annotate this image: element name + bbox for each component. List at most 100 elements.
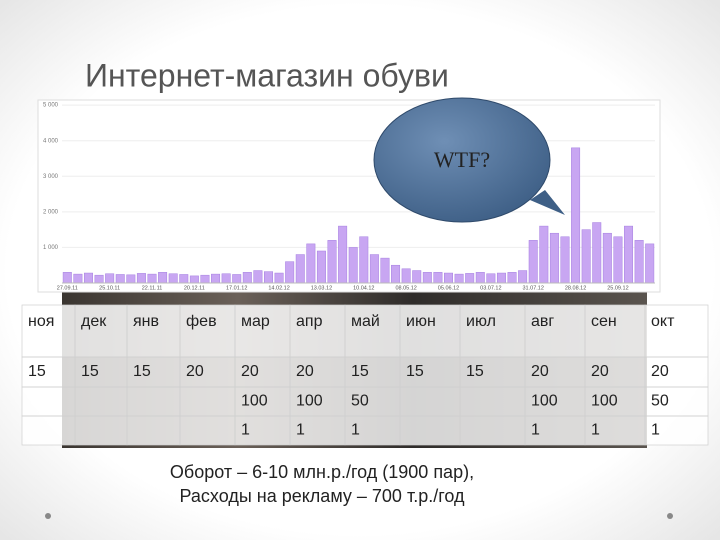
bar xyxy=(645,243,655,284)
table-body-bg xyxy=(22,357,708,445)
bar xyxy=(62,272,72,284)
callout-text: WTF? xyxy=(434,147,490,172)
slide-title: Интернет-магазин обуви xyxy=(85,57,449,93)
bar xyxy=(94,274,104,284)
bar xyxy=(338,225,348,284)
x-tick-label: 17.01.12 xyxy=(226,285,247,291)
bar xyxy=(634,240,644,284)
x-tick-label: 08.05.12 xyxy=(395,285,416,291)
bar xyxy=(221,273,231,284)
table-cell-text: 1 xyxy=(351,422,360,439)
bar xyxy=(571,147,581,284)
bar xyxy=(126,274,136,284)
bar xyxy=(306,243,316,284)
x-tick-label: 13.03.12 xyxy=(311,285,332,291)
bar xyxy=(348,247,358,284)
column-header: авг xyxy=(531,313,554,330)
table-cell-text: 100 xyxy=(531,393,558,410)
bar xyxy=(539,225,549,284)
table-header-bg xyxy=(22,305,708,357)
x-tick-label: 05.06.12 xyxy=(438,285,459,291)
chart: 1 000 2 000 3 000 4 000 5 000 27.09.11 25.10.1… xyxy=(43,103,655,291)
x-tick-label: 27.09.11 xyxy=(57,285,78,291)
bar xyxy=(624,225,634,284)
bar xyxy=(211,273,221,284)
bar xyxy=(465,273,475,284)
column-header: фев xyxy=(186,313,217,330)
x-tick-label: 31.07.12 xyxy=(523,285,544,291)
bar xyxy=(73,273,83,284)
x-tick-label: 22.11.11 xyxy=(142,285,163,291)
table-cell-text: 15 xyxy=(28,363,46,380)
bar xyxy=(401,268,411,284)
table-cell xyxy=(644,415,709,446)
bar xyxy=(295,254,305,284)
bar xyxy=(560,236,570,284)
bar xyxy=(549,232,559,284)
bar xyxy=(168,273,178,284)
bar xyxy=(147,273,157,284)
table-cell-text: 1 xyxy=(651,422,660,439)
table-cell-text: 50 xyxy=(351,393,369,410)
y-tick-label: 5 000 xyxy=(43,103,59,109)
bar xyxy=(115,274,125,284)
x-tick-label: 25.09.12 xyxy=(607,285,628,291)
bar xyxy=(507,272,517,284)
x-tick-label: 25.10.11 xyxy=(99,285,120,291)
footer-line: Расходы на рекламу – 700 т.р./год xyxy=(179,486,465,506)
column-header: июл xyxy=(466,313,496,330)
bar xyxy=(83,272,93,284)
bar xyxy=(369,254,379,284)
bar xyxy=(454,273,464,284)
y-tick-label: 1 000 xyxy=(43,245,59,251)
table-cell-text: 100 xyxy=(241,393,268,410)
bar xyxy=(422,272,432,284)
table-cell-text: 15 xyxy=(81,363,99,380)
x-tick-label: 10.04.12 xyxy=(353,285,374,291)
x-tick-label: 14.02.12 xyxy=(268,285,289,291)
bar xyxy=(380,257,390,284)
bar xyxy=(412,270,422,284)
column-header: июн xyxy=(406,313,436,330)
column-header: мар xyxy=(241,313,270,330)
table-cell-text: 15 xyxy=(133,363,151,380)
x-tick-label: 03.07.12 xyxy=(480,285,501,291)
bar xyxy=(189,275,199,284)
y-tick-label: 2 000 xyxy=(43,209,59,215)
bar xyxy=(285,261,295,284)
column-header: дек xyxy=(81,313,107,330)
table-cell-text: 1 xyxy=(531,422,540,439)
table-cell-text: 20 xyxy=(296,363,314,380)
table-cell-text: 15 xyxy=(466,363,484,380)
table-cell-text: 20 xyxy=(186,363,204,380)
bar xyxy=(391,264,401,284)
callout-tail xyxy=(530,190,565,215)
footer-line: Оборот – 6-10 млн.р./год (1900 пар), xyxy=(170,462,474,482)
bar xyxy=(232,274,242,284)
table-cell-text: 20 xyxy=(241,363,259,380)
column-header: апр xyxy=(296,313,323,330)
table-cell-text: 100 xyxy=(591,393,618,410)
bar xyxy=(433,272,443,284)
table-cell-text: 50 xyxy=(651,393,669,410)
table-cell-text: 1 xyxy=(241,422,250,439)
column-header: окт xyxy=(651,313,675,330)
y-tick-label: 3 000 xyxy=(43,174,59,180)
table-cell-text: 1 xyxy=(591,422,600,439)
table-cell-text: 20 xyxy=(591,363,609,380)
table-cell-text: 15 xyxy=(351,363,369,380)
table-cell-text: 1 xyxy=(296,422,305,439)
bar xyxy=(518,270,528,284)
table-cell-text: 100 xyxy=(296,393,323,410)
bar xyxy=(264,271,273,284)
bar xyxy=(602,232,612,284)
bar xyxy=(444,272,453,284)
bar xyxy=(592,222,602,284)
bar xyxy=(327,240,337,284)
bar xyxy=(274,272,284,284)
column-header: май xyxy=(351,313,380,330)
bar xyxy=(136,273,146,284)
table-cell-text: 15 xyxy=(406,363,424,380)
